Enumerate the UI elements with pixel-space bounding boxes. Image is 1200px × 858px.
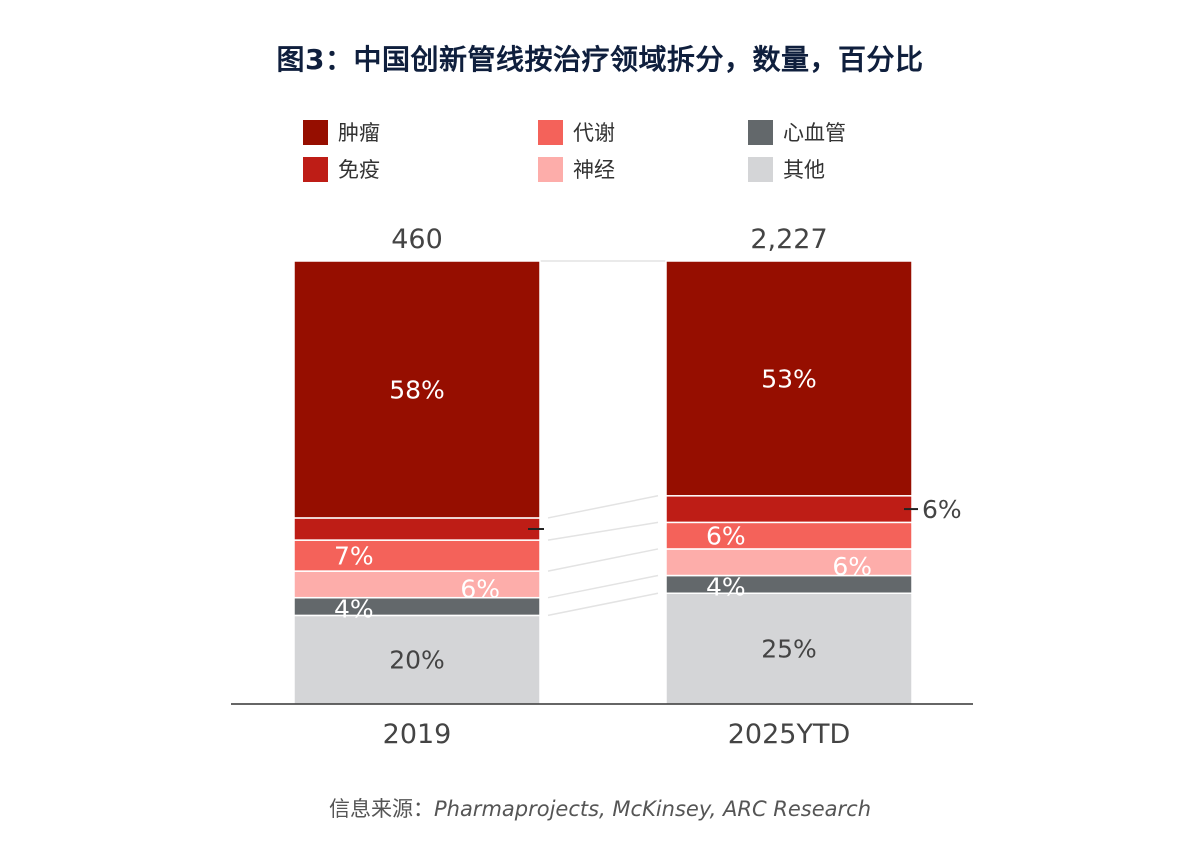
legend-swatch: [303, 119, 328, 145]
data-label: 20%: [389, 646, 445, 675]
bar-segment: [293, 614, 541, 705]
bar-segment: [293, 517, 541, 541]
x-tick-label: 2025YTD: [728, 719, 851, 750]
legend-swatch: [538, 156, 563, 182]
x-tick-label: 2019: [383, 719, 452, 750]
legend-label: 其他: [783, 158, 825, 182]
data-label: 6%: [922, 495, 962, 524]
bar-segment: [293, 539, 541, 572]
data-label: 25%: [761, 635, 817, 664]
legend-item: 其他: [748, 155, 825, 183]
legend-label: 免疫: [338, 158, 380, 182]
total-label: 2,227: [750, 224, 827, 255]
legend-label: 代谢: [573, 121, 615, 145]
bar-segment: [665, 260, 913, 497]
source-text: Pharmaprojects, McKinsey, ARC Research: [433, 797, 872, 821]
legend-label: 肿瘤: [338, 121, 380, 145]
legend-item: 免疫: [303, 155, 380, 183]
bar-segment: [665, 495, 913, 524]
total-label: 460: [391, 224, 443, 255]
data-label: 58%: [389, 375, 445, 404]
data-label: 6%: [460, 574, 500, 603]
data-label: 53%: [761, 364, 817, 393]
connector-line: [547, 574, 659, 599]
bar-segment: [665, 548, 913, 577]
chart-title: 图3：中国创新管线按治疗领域拆分，数量，百分比: [276, 43, 924, 76]
data-label: 4%: [334, 595, 374, 624]
bar-segment: [665, 592, 913, 705]
legend-item: 肿瘤: [303, 118, 380, 146]
legend-swatch: [303, 156, 328, 182]
source-label: 信息来源：: [328, 797, 434, 821]
legend-label: 心血管: [783, 121, 846, 145]
connector-line: [547, 495, 659, 519]
legend-item: 心血管: [748, 118, 846, 146]
legend-label: 神经: [573, 158, 615, 182]
chart-legend: 肿瘤 代谢 心血管免疫 神经 其他: [303, 118, 923, 188]
bar-segment: [665, 521, 913, 550]
data-label: 6%: [706, 522, 746, 551]
connector-line: [547, 548, 659, 572]
bar-segment: [293, 596, 541, 617]
bar-segment: [665, 574, 913, 595]
legend-item: 神经: [538, 155, 615, 183]
connector-line: [547, 592, 659, 617]
legend-swatch: [748, 156, 773, 182]
legend-swatch: [748, 119, 773, 145]
data-label: 6%: [832, 552, 872, 581]
bar-segment: [293, 260, 541, 519]
data-label: 4%: [706, 572, 746, 601]
connector-line: [547, 521, 659, 541]
source-note: 信息来源：Pharmaprojects, McKinsey, ARC Resea…: [0, 793, 1200, 823]
bar-segment: [293, 570, 541, 599]
legend-item: 代谢: [538, 118, 615, 146]
legend-swatch: [538, 119, 563, 145]
data-label: 7%: [334, 542, 374, 571]
